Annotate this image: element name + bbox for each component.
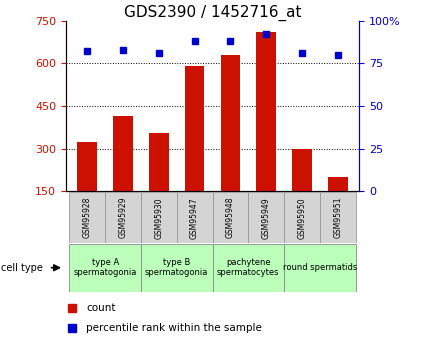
Bar [221,55,240,191]
Bar [212,244,284,292]
Bar [149,133,169,191]
Bar [105,192,141,243]
Bar [77,142,97,191]
Bar [141,244,212,292]
Text: type A
spermatogonia: type A spermatogonia [74,258,137,277]
Bar [248,192,284,243]
Bar [185,66,204,191]
Text: GSM95947: GSM95947 [190,197,199,238]
Bar [292,149,312,191]
Bar [212,192,248,243]
Bar [320,192,356,243]
Text: pachytene
spermatocytes: pachytene spermatocytes [217,258,280,277]
Bar [284,192,320,243]
Bar [256,32,276,191]
Bar [177,192,212,243]
Bar [328,177,348,191]
Text: round spermatids: round spermatids [283,263,357,272]
Bar [113,116,133,191]
Text: percentile rank within the sample: percentile rank within the sample [86,323,262,333]
Text: cell type: cell type [1,263,43,273]
Bar [69,192,105,243]
Bar [69,244,141,292]
Text: GSM95930: GSM95930 [154,197,163,238]
Text: GSM95950: GSM95950 [298,197,306,238]
Title: GDS2390 / 1452716_at: GDS2390 / 1452716_at [124,4,301,21]
Bar [284,244,356,292]
Text: GSM95949: GSM95949 [262,197,271,238]
Text: GSM95948: GSM95948 [226,197,235,238]
Text: GSM95928: GSM95928 [83,197,92,238]
Bar [141,192,177,243]
Text: type B
spermatogonia: type B spermatogonia [145,258,208,277]
Text: GSM95929: GSM95929 [119,197,128,238]
Text: count: count [86,303,116,313]
Text: GSM95951: GSM95951 [333,197,342,238]
